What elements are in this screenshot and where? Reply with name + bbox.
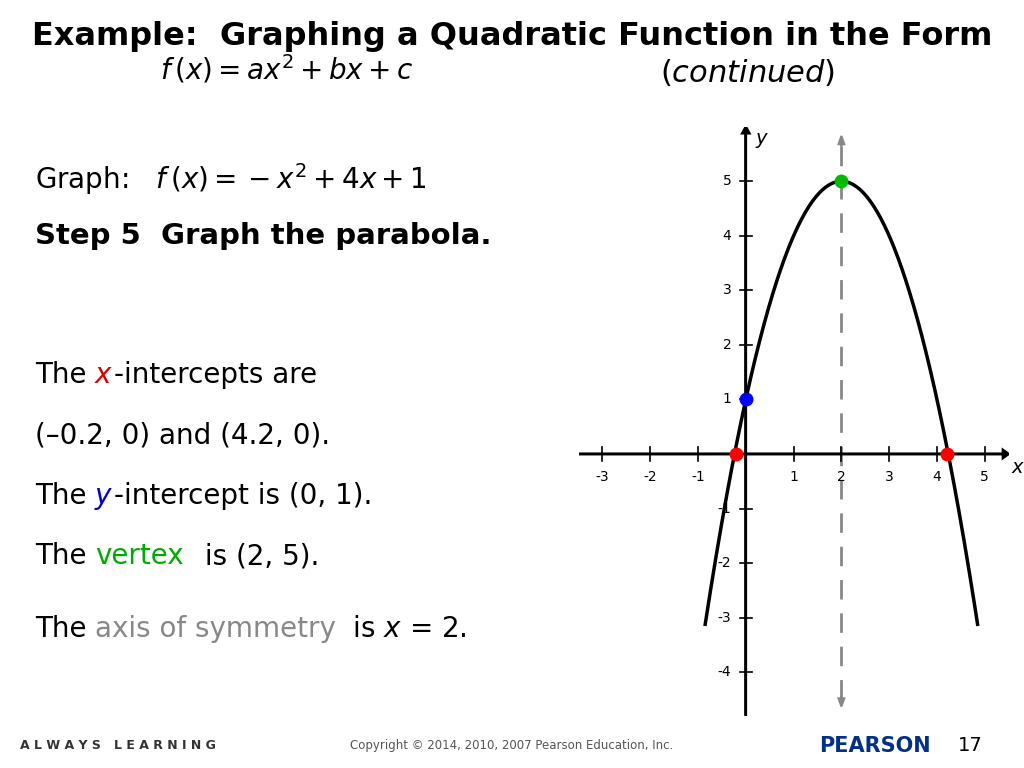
FancyArrow shape — [742, 127, 750, 716]
Text: 3: 3 — [885, 470, 894, 485]
Text: The: The — [35, 614, 95, 643]
Text: is $x$ = 2.: is $x$ = 2. — [344, 614, 467, 643]
Text: 1: 1 — [723, 392, 731, 406]
Text: -4: -4 — [718, 665, 731, 679]
Text: -2: -2 — [718, 556, 731, 570]
Text: 5: 5 — [980, 470, 989, 485]
Text: 1: 1 — [790, 470, 798, 485]
Text: -2: -2 — [643, 470, 657, 485]
Text: The: The — [35, 361, 95, 389]
Text: The: The — [35, 482, 95, 510]
Text: -1: -1 — [691, 470, 705, 485]
Text: 2: 2 — [723, 338, 731, 352]
Text: 17: 17 — [958, 737, 983, 755]
Text: $\bf{\it{(continued)}}$: $\bf{\it{(continued)}}$ — [659, 57, 836, 88]
Text: y: y — [95, 482, 112, 510]
Text: Copyright © 2014, 2010, 2007 Pearson Education, Inc.: Copyright © 2014, 2010, 2007 Pearson Edu… — [350, 740, 674, 752]
Text: 4: 4 — [723, 229, 731, 243]
FancyArrow shape — [839, 136, 844, 146]
Text: 2: 2 — [837, 470, 846, 485]
Text: -1: -1 — [718, 502, 731, 515]
Text: -3: -3 — [718, 611, 731, 624]
Text: PEARSON: PEARSON — [819, 736, 931, 756]
Text: -3: -3 — [596, 470, 609, 485]
Text: y: y — [756, 130, 767, 148]
Text: $f\,(x) = ax^2 + bx + c$: $f\,(x) = ax^2 + bx + c$ — [160, 53, 414, 86]
Text: Example:  Graphing a Quadratic Function in the Form: Example: Graphing a Quadratic Function i… — [32, 22, 992, 52]
FancyArrow shape — [579, 450, 1009, 458]
FancyArrow shape — [839, 697, 844, 707]
Text: (–0.2, 0) and (4.2, 0).: (–0.2, 0) and (4.2, 0). — [35, 421, 330, 449]
Text: Step 5  Graph the parabola.: Step 5 Graph the parabola. — [35, 222, 492, 250]
Text: axis of symmetry: axis of symmetry — [95, 614, 336, 643]
Text: Graph:   $f\,(x) = -x^2 + 4x + 1$: Graph: $f\,(x) = -x^2 + 4x + 1$ — [35, 161, 427, 197]
Text: 5: 5 — [723, 174, 731, 188]
Text: -intercepts are: -intercepts are — [114, 361, 317, 389]
Text: 4: 4 — [933, 470, 941, 485]
Text: 3: 3 — [723, 283, 731, 297]
Text: The: The — [35, 542, 95, 570]
Text: vertex: vertex — [95, 542, 183, 570]
Text: x: x — [95, 361, 112, 389]
Text: x: x — [1011, 458, 1023, 477]
Text: is (2, 5).: is (2, 5). — [196, 542, 318, 570]
Text: A L W A Y S   L E A R N I N G: A L W A Y S L E A R N I N G — [20, 740, 216, 752]
Text: -intercept is (0, 1).: -intercept is (0, 1). — [114, 482, 372, 510]
